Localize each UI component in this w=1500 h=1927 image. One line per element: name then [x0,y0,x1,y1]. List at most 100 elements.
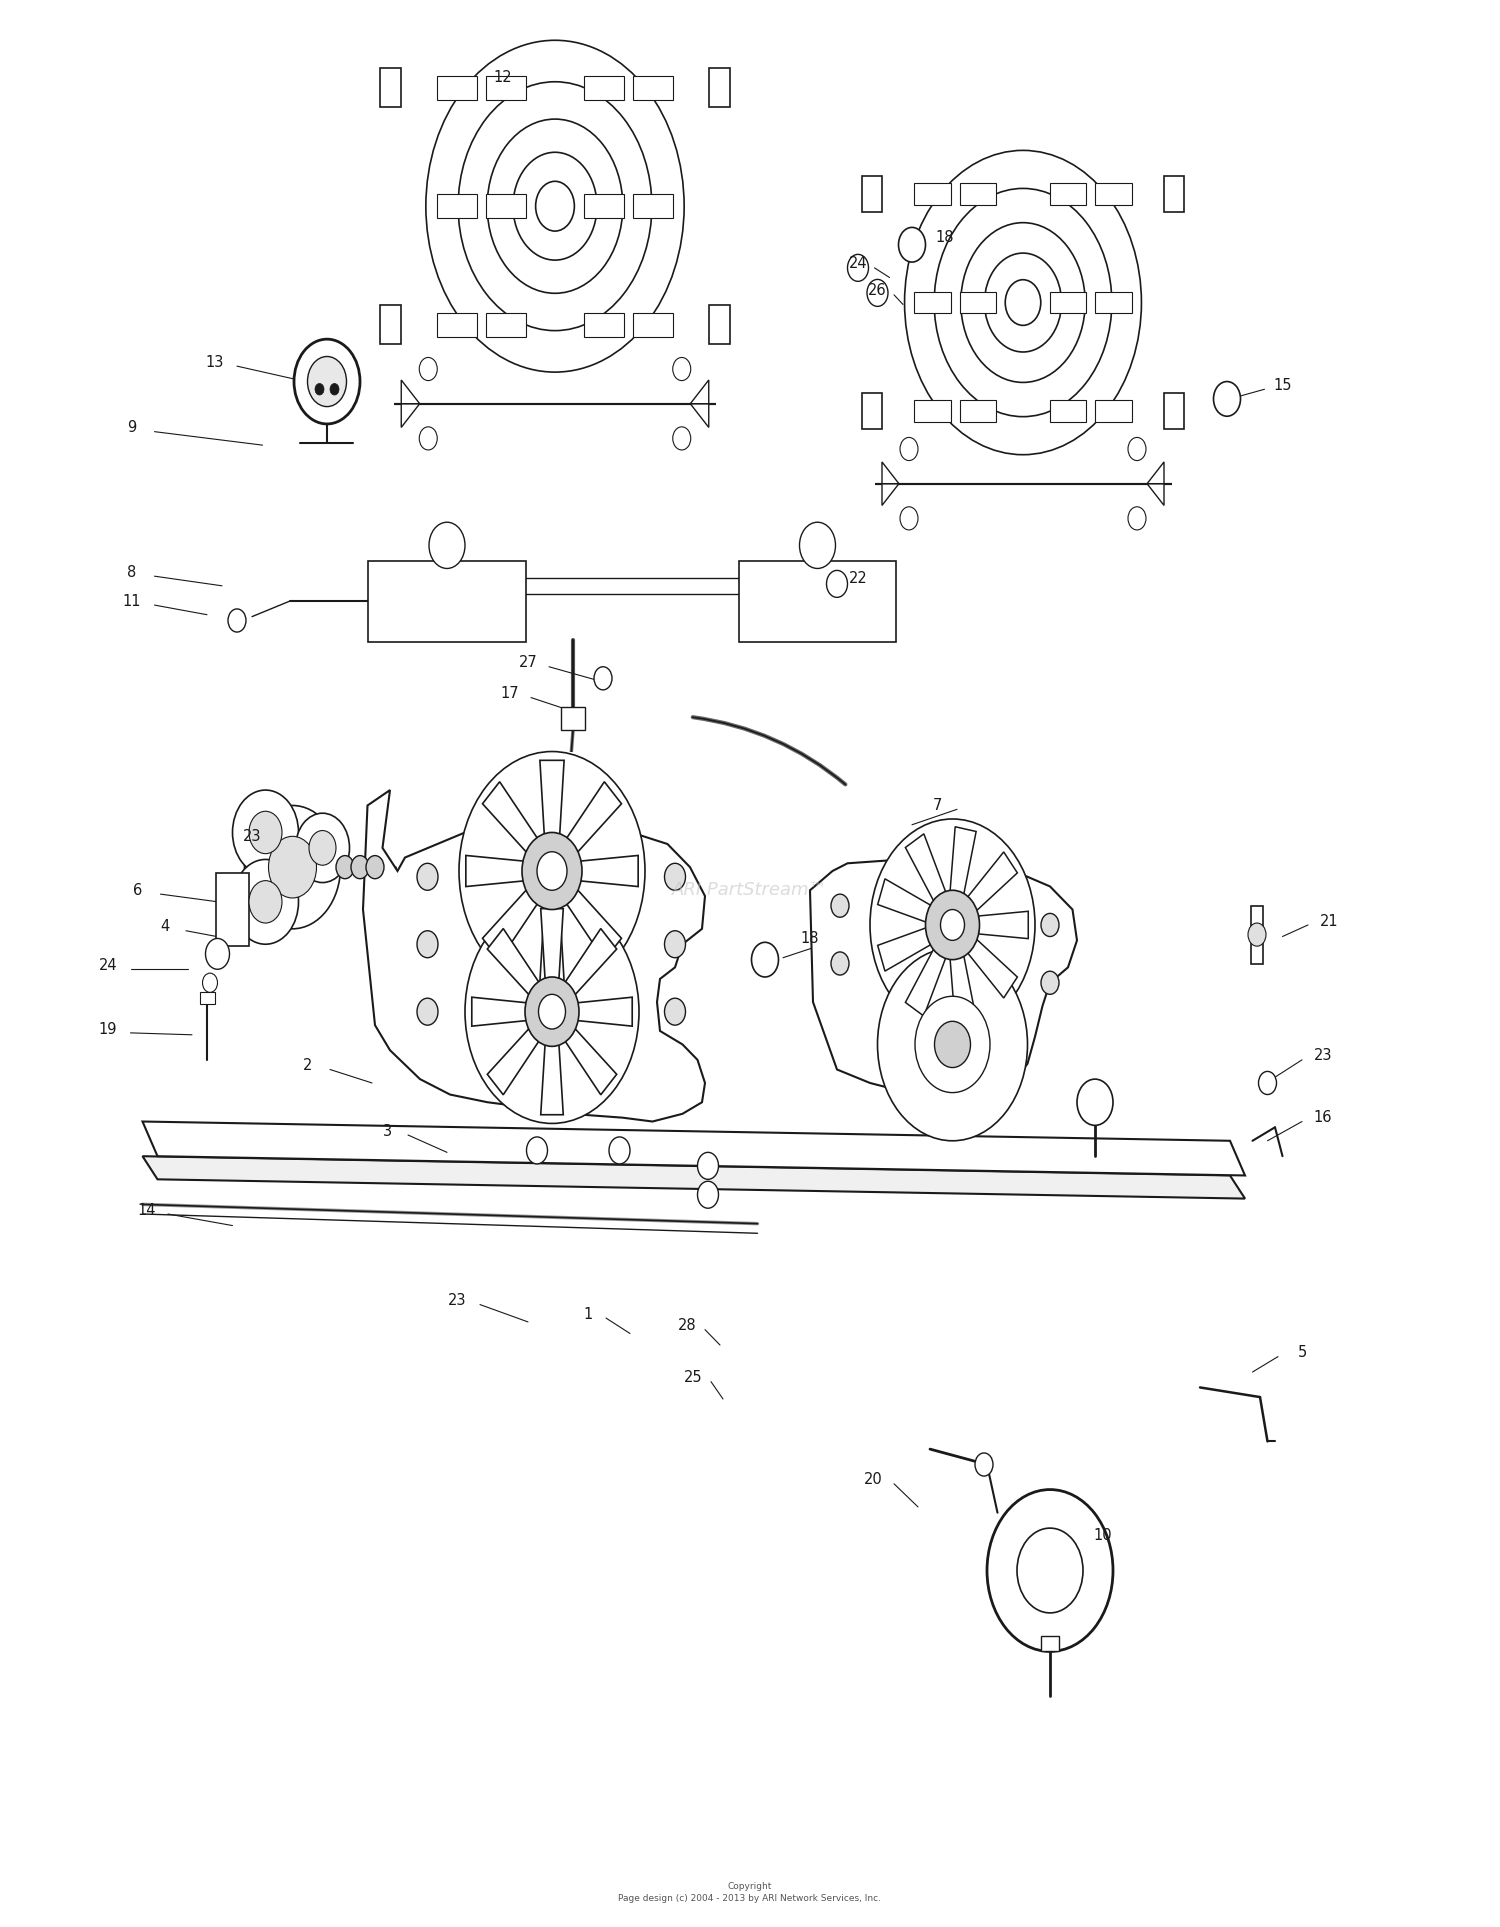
Circle shape [488,119,622,293]
Polygon shape [1164,393,1184,430]
Circle shape [975,1453,993,1476]
Bar [1095,183,1131,204]
Circle shape [315,383,324,395]
Polygon shape [142,1156,1245,1199]
Bar [915,291,951,314]
Polygon shape [878,929,930,971]
Bar [561,707,585,730]
Text: 23: 23 [448,1293,466,1308]
Text: 25: 25 [684,1370,702,1386]
Circle shape [867,279,888,306]
Circle shape [664,931,686,958]
Circle shape [926,890,980,960]
Circle shape [232,790,298,875]
Circle shape [525,977,579,1046]
Circle shape [294,339,360,424]
Text: 21: 21 [1320,913,1338,929]
Polygon shape [882,462,898,484]
Text: Copyright
Page design (c) 2004 - 2013 by ARI Network Services, Inc.: Copyright Page design (c) 2004 - 2013 by… [618,1881,882,1904]
Circle shape [664,863,686,890]
Polygon shape [345,752,735,1108]
Circle shape [420,358,438,382]
Circle shape [1017,1528,1083,1613]
Bar [1050,291,1086,314]
Circle shape [522,832,582,910]
Bar [1050,401,1086,422]
Bar [436,195,477,218]
Polygon shape [142,1122,1245,1175]
Circle shape [987,1490,1113,1651]
Text: ARI PartStream™: ARI PartStream™ [672,881,828,900]
Polygon shape [380,67,402,108]
Polygon shape [950,827,976,894]
Circle shape [420,428,438,451]
Circle shape [513,152,597,260]
Polygon shape [483,782,537,852]
Circle shape [664,998,686,1025]
Bar [633,195,674,218]
Bar [436,312,477,337]
Bar [584,75,624,100]
Polygon shape [363,790,705,1122]
Circle shape [336,856,354,879]
Text: 13: 13 [206,355,224,370]
Bar [584,195,624,218]
Text: 18: 18 [801,931,819,946]
Circle shape [900,437,918,461]
Circle shape [934,189,1112,416]
Text: 20: 20 [864,1472,882,1488]
Circle shape [1258,1071,1276,1095]
Text: 26: 26 [868,283,886,299]
Circle shape [459,752,645,990]
Polygon shape [862,175,882,212]
Bar [1041,1636,1059,1651]
Bar [915,401,951,422]
Circle shape [308,356,347,407]
Circle shape [417,863,438,890]
Bar [486,312,526,337]
Polygon shape [466,856,524,886]
Polygon shape [950,956,976,1023]
Circle shape [1128,437,1146,461]
Text: 8: 8 [128,565,136,580]
Text: 10: 10 [1094,1528,1112,1544]
Circle shape [537,852,567,890]
Polygon shape [472,996,526,1027]
Bar [960,291,996,314]
Circle shape [249,881,282,923]
Circle shape [831,952,849,975]
Circle shape [296,813,350,883]
Polygon shape [878,879,930,921]
Circle shape [898,227,926,262]
Circle shape [206,938,230,969]
Circle shape [609,1137,630,1164]
Circle shape [330,383,339,395]
Polygon shape [380,304,402,345]
Polygon shape [567,782,621,852]
Text: 9: 9 [128,420,136,436]
Text: 19: 19 [99,1021,117,1037]
Circle shape [417,998,438,1025]
Text: 23: 23 [243,829,261,844]
Polygon shape [1164,175,1184,212]
Bar [436,75,477,100]
Circle shape [268,836,316,898]
Text: 22: 22 [849,570,867,586]
Polygon shape [1148,484,1164,505]
Circle shape [366,856,384,879]
Polygon shape [540,761,564,834]
Circle shape [202,973,217,992]
Polygon shape [1148,462,1164,484]
Circle shape [940,910,964,940]
Circle shape [309,831,336,865]
Polygon shape [690,380,708,405]
Polygon shape [882,484,898,505]
Text: 15: 15 [1274,378,1292,393]
Bar [369,561,525,642]
Polygon shape [708,304,730,345]
Text: 2: 2 [303,1058,312,1073]
Polygon shape [810,858,1077,1098]
Circle shape [827,570,848,597]
Text: 6: 6 [134,883,142,898]
Bar [486,195,526,218]
